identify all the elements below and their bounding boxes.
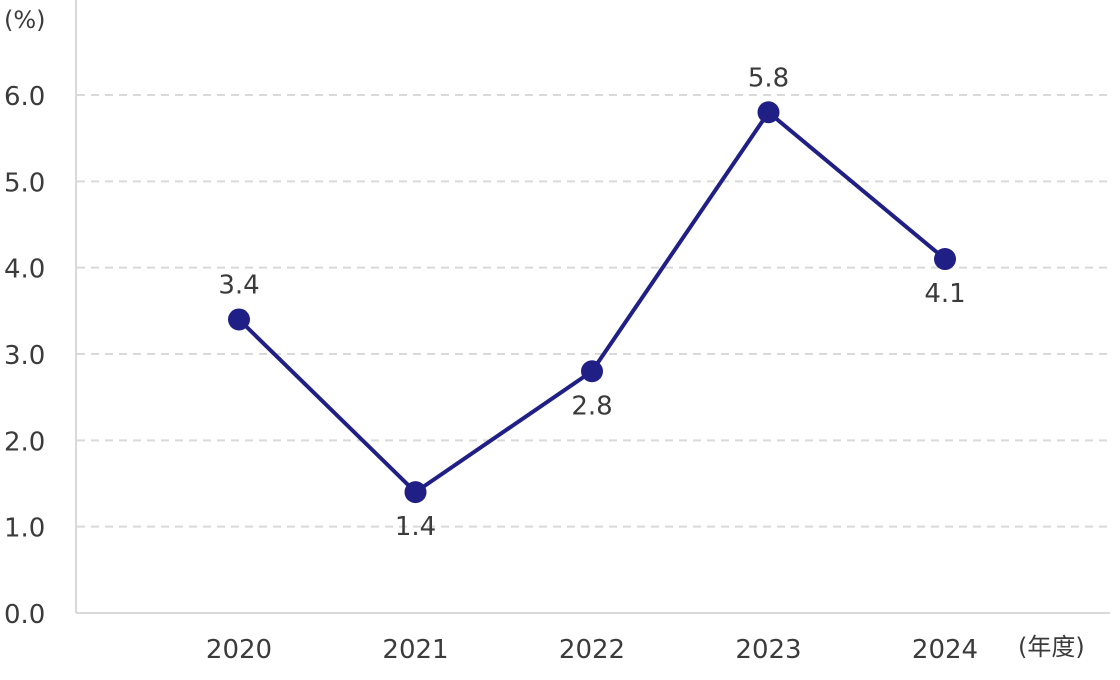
x-tick-label-2023: 2023 xyxy=(735,635,801,665)
data-label-2020: 3.4 xyxy=(218,270,259,300)
y-tick-labels: 0.0 1.0 2.0 3.0 4.0 5.0 6.0 xyxy=(4,82,45,630)
y-tick-label-0.0: 0.0 xyxy=(4,600,45,630)
y-tick-label-5.0: 5.0 xyxy=(4,168,45,198)
x-tick-label-2020: 2020 xyxy=(206,635,272,665)
series xyxy=(228,101,956,504)
data-labels: 3.4 1.4 2.8 5.8 4.1 xyxy=(218,63,965,542)
x-tick-label-2021: 2021 xyxy=(382,635,448,665)
y-tick-label-1.0: 1.0 xyxy=(4,514,45,544)
data-point-2020 xyxy=(228,308,250,331)
y-tick-label-6.0: 6.0 xyxy=(4,82,45,112)
y-tick-label-2.0: 2.0 xyxy=(4,427,45,457)
axes xyxy=(75,0,1110,614)
series-line xyxy=(237,110,947,495)
grid-lines xyxy=(77,94,1110,528)
y-axis-unit-label: (%) xyxy=(4,6,46,34)
data-point-2021 xyxy=(404,481,427,504)
x-axis-unit-label: (年度) xyxy=(1018,633,1085,661)
y-tick-label-3.0: 3.0 xyxy=(4,341,45,371)
data-label-2023: 5.8 xyxy=(748,63,789,93)
data-point-2022 xyxy=(581,360,603,383)
x-tick-label-2022: 2022 xyxy=(559,635,625,665)
data-point-2024 xyxy=(934,248,956,271)
x-tick-labels: 2020 2021 2022 2023 2024 xyxy=(206,635,978,665)
y-tick-label-4.0: 4.0 xyxy=(4,255,45,285)
data-label-2022: 2.8 xyxy=(571,391,612,421)
data-label-2024: 4.1 xyxy=(924,279,965,309)
x-tick-label-2024: 2024 xyxy=(912,635,978,665)
data-point-2023 xyxy=(757,101,780,124)
data-label-2021: 1.4 xyxy=(395,512,436,542)
